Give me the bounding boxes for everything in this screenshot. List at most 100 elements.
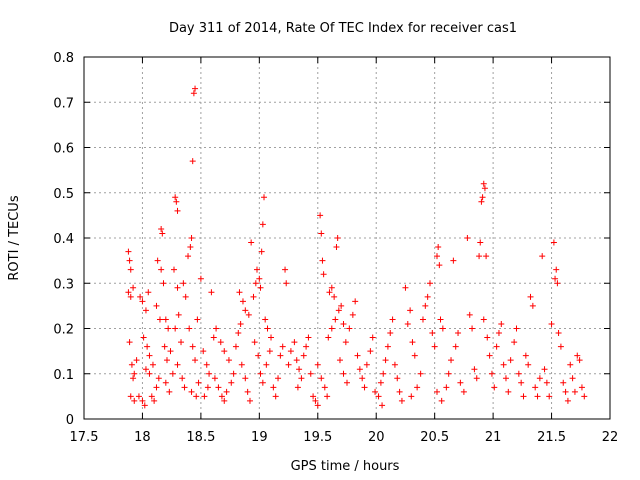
data-point [180,280,187,287]
data-point [335,307,342,314]
data-point [172,325,179,332]
data-point [279,343,286,350]
x-tick-label: 18 [134,430,151,445]
data-point [144,343,151,350]
data-point [252,280,259,287]
x-tick-label: 20.5 [420,430,449,445]
data-point [206,370,213,377]
data-point [303,343,310,350]
data-point [178,339,185,346]
data-point [238,361,245,368]
data-point [457,379,464,386]
data-point [259,379,266,386]
data-point [190,90,197,97]
data-point [389,316,396,323]
y-tick-label: 0.1 [53,368,74,383]
data-point [261,194,268,201]
data-point [291,339,298,346]
data-point [283,280,290,287]
y-tick-label: 0.6 [53,142,74,157]
data-point [182,293,189,300]
x-tick-label: 18.5 [186,430,215,445]
data-point [188,388,195,395]
data-point [439,325,446,332]
data-point [221,348,228,355]
data-point [230,370,237,377]
data-point [172,194,179,201]
y-axis-label: ROTI / TECUs [7,195,22,280]
data-point [300,352,307,359]
data-point [158,266,165,273]
data-point [159,230,166,237]
data-point [318,230,325,237]
data-point [396,388,403,395]
data-point [293,357,300,364]
x-tick-label: 21 [485,430,502,445]
data-point [484,334,491,341]
data-point [349,311,356,318]
data-point [434,253,441,260]
data-point [125,248,132,255]
data-point [338,302,345,309]
data-point [140,334,147,341]
data-point [431,343,438,350]
data-point [408,393,415,400]
data-point [127,393,134,400]
grid [84,57,610,419]
data-point [469,325,476,332]
data-point [320,271,327,278]
data-point [186,325,193,332]
data-point [179,375,186,382]
data-point [137,293,144,300]
data-point [131,397,138,404]
data-point [213,325,220,332]
data-point [436,262,443,269]
data-point [244,388,251,395]
data-point [354,352,361,359]
data-point [317,212,324,219]
data-point [448,357,455,364]
data-point [277,352,284,359]
data-point [217,339,224,346]
data-point [460,388,467,395]
data-point [130,375,137,382]
data-point [153,384,160,391]
data-point [567,361,574,368]
data-point [149,361,156,368]
data-point [192,357,199,364]
data-point [529,302,536,309]
data-point [259,221,266,228]
data-point [154,257,161,264]
data-point [557,343,564,350]
data-point [204,384,211,391]
data-point [480,180,487,187]
data-point [560,379,567,386]
data-points [125,85,588,409]
data-point [151,397,158,404]
data-point [424,293,431,300]
data-point [407,307,414,314]
data-point [158,225,165,232]
data-point [380,370,387,377]
data-point [173,198,180,205]
data-point [197,275,204,282]
data-point [165,325,172,332]
data-point [256,275,263,282]
data-point [266,348,273,355]
data-point [174,284,181,291]
data-point [326,289,333,296]
data-point [550,239,557,246]
data-point [520,393,527,400]
data-point [553,266,560,273]
y-tick-label: 0.7 [53,96,74,111]
y-tick-label: 0.4 [53,232,74,247]
x-tick-label: 19.5 [303,430,332,445]
data-point [387,330,394,337]
data-point [263,361,270,368]
y-tick-label: 0.5 [53,187,74,202]
data-point [153,302,160,309]
data-point [375,393,382,400]
data-point [576,357,583,364]
data-point [543,379,550,386]
data-point [342,339,349,346]
